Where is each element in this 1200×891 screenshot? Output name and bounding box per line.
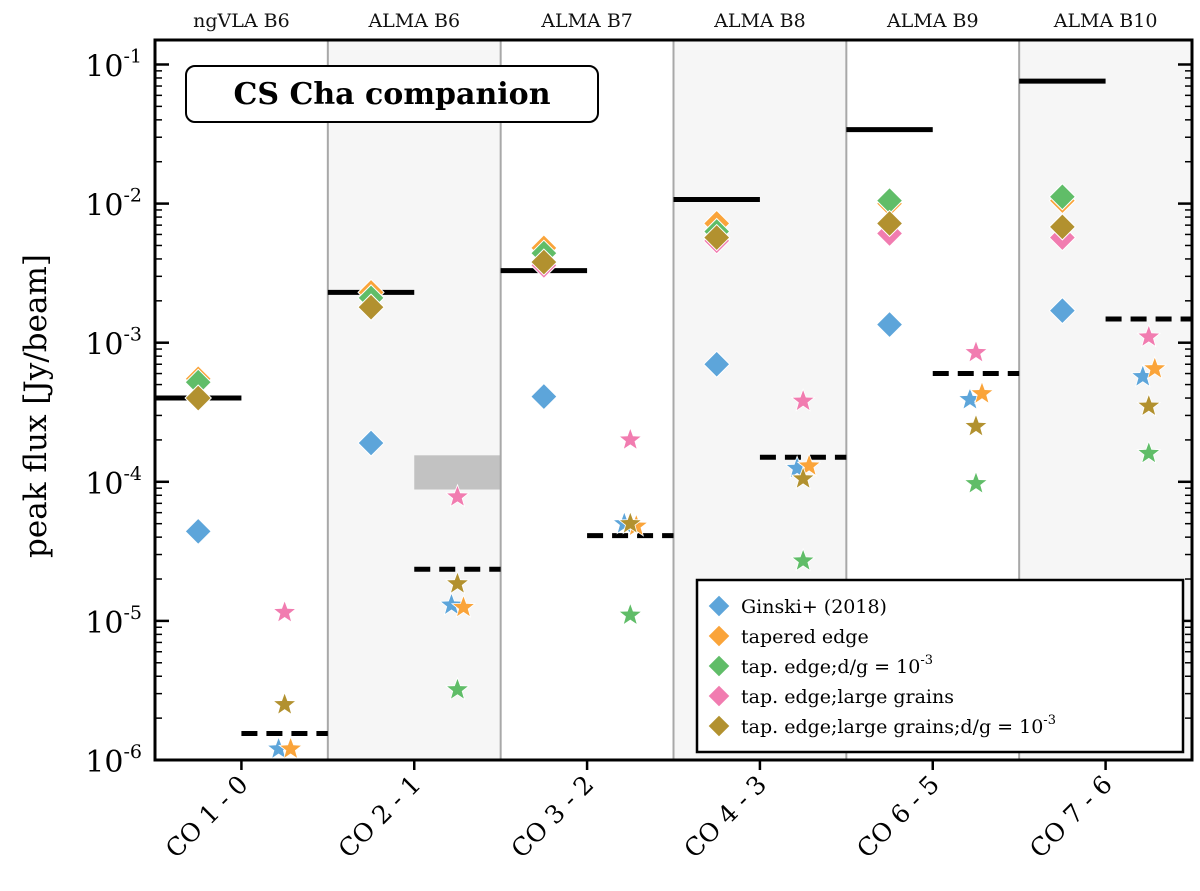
star-marker <box>617 510 643 535</box>
diamond-marker <box>184 517 212 546</box>
star-marker <box>617 601 643 626</box>
diamond-marker <box>530 382 558 411</box>
y-tick-label: 10-1 <box>85 45 142 84</box>
legend-marker <box>707 594 731 618</box>
diamond-marker <box>703 350 731 378</box>
star-marker <box>444 676 471 701</box>
y-tick-label: 10-5 <box>85 602 142 641</box>
legend-marker <box>707 624 731 648</box>
diamond-marker <box>184 384 212 412</box>
star-marker <box>1136 323 1162 348</box>
legend-label: tap. edge;large grains <box>741 686 954 708</box>
panel-bg <box>500 40 674 760</box>
star-marker <box>1142 355 1168 380</box>
band-label: ALMA B10 <box>1053 10 1158 32</box>
legend-label: Ginski+ (2018) <box>741 596 887 618</box>
band-label: ALMA B6 <box>367 10 460 32</box>
star-marker <box>278 735 304 760</box>
legend-label: tapered edge <box>741 626 869 648</box>
band-label: ALMA B7 <box>540 10 633 32</box>
y-tick-label: 10-2 <box>85 185 142 224</box>
star-marker <box>1136 440 1162 465</box>
star-marker <box>963 339 989 364</box>
star-marker <box>272 599 298 624</box>
diamond-marker <box>1048 296 1077 325</box>
star-marker <box>444 570 471 595</box>
star-marker <box>963 413 989 438</box>
legend-marker <box>707 684 731 708</box>
plot-frame <box>153 38 1194 762</box>
diamond-marker <box>530 248 558 276</box>
legend-label: tap. edge;d/g = 10-3 <box>741 653 933 678</box>
star-marker <box>790 387 816 412</box>
star-marker <box>438 591 465 616</box>
legend-box <box>695 578 1185 754</box>
legend-marker <box>707 714 731 738</box>
x-tick-label: CO 4 - 3 <box>678 770 772 864</box>
star-marker <box>617 426 643 451</box>
y-axis-label: peak flux [Jy/beam] <box>18 254 54 558</box>
y-tick-label: 10-6 <box>85 741 142 780</box>
legend: Ginski+ (2018) tapered edge tap. edge;d/g … <box>695 578 1185 754</box>
title-frame <box>185 65 599 123</box>
diamond-marker <box>1048 183 1077 211</box>
legend-label: tap. edge;large grains;d/g = 10-3 <box>741 713 1056 738</box>
sensitivity-lines <box>155 78 1192 737</box>
diamond-marker <box>875 209 904 238</box>
star-marker <box>790 465 816 490</box>
band-label: ALMA B8 <box>713 10 806 32</box>
x-tick-label: CO 7 - 6 <box>1024 770 1118 864</box>
y-tick-label: 10-4 <box>85 463 142 502</box>
band-labels: ngVLA B6 ALMA B6 ALMA B7 ALMA B8 ALMA B9 ALMA… <box>193 10 1157 32</box>
legend-marker <box>707 654 731 678</box>
star-marker <box>963 470 989 495</box>
diamond-marker <box>703 223 731 252</box>
star-marker <box>450 594 477 619</box>
star-marker <box>969 380 995 405</box>
data-markers <box>184 183 1168 760</box>
x-tick-label: CO 3 - 2 <box>505 770 599 864</box>
diamond-marker <box>357 429 385 457</box>
panel-bg <box>327 40 501 760</box>
star-marker <box>790 547 816 572</box>
diamond-marker <box>1048 213 1077 241</box>
band-label: ALMA B9 <box>886 10 979 32</box>
star-marker <box>444 483 471 508</box>
chart-title: CS Cha companion <box>233 77 550 112</box>
band-label: ngVLA B6 <box>193 10 290 32</box>
star-marker <box>796 452 822 477</box>
x-tick-label: CO 2 - 1 <box>333 770 427 864</box>
star-marker <box>272 691 298 716</box>
diamond-marker <box>357 293 385 321</box>
title-box: CS Cha companion <box>185 65 599 123</box>
star-marker <box>1136 392 1162 417</box>
diamond-marker <box>875 310 904 339</box>
y-tick-label: 10-3 <box>85 324 142 363</box>
x-tick-label: CO 1 - 0 <box>160 770 254 864</box>
x-tick-label: CO 6 - 5 <box>851 770 945 864</box>
